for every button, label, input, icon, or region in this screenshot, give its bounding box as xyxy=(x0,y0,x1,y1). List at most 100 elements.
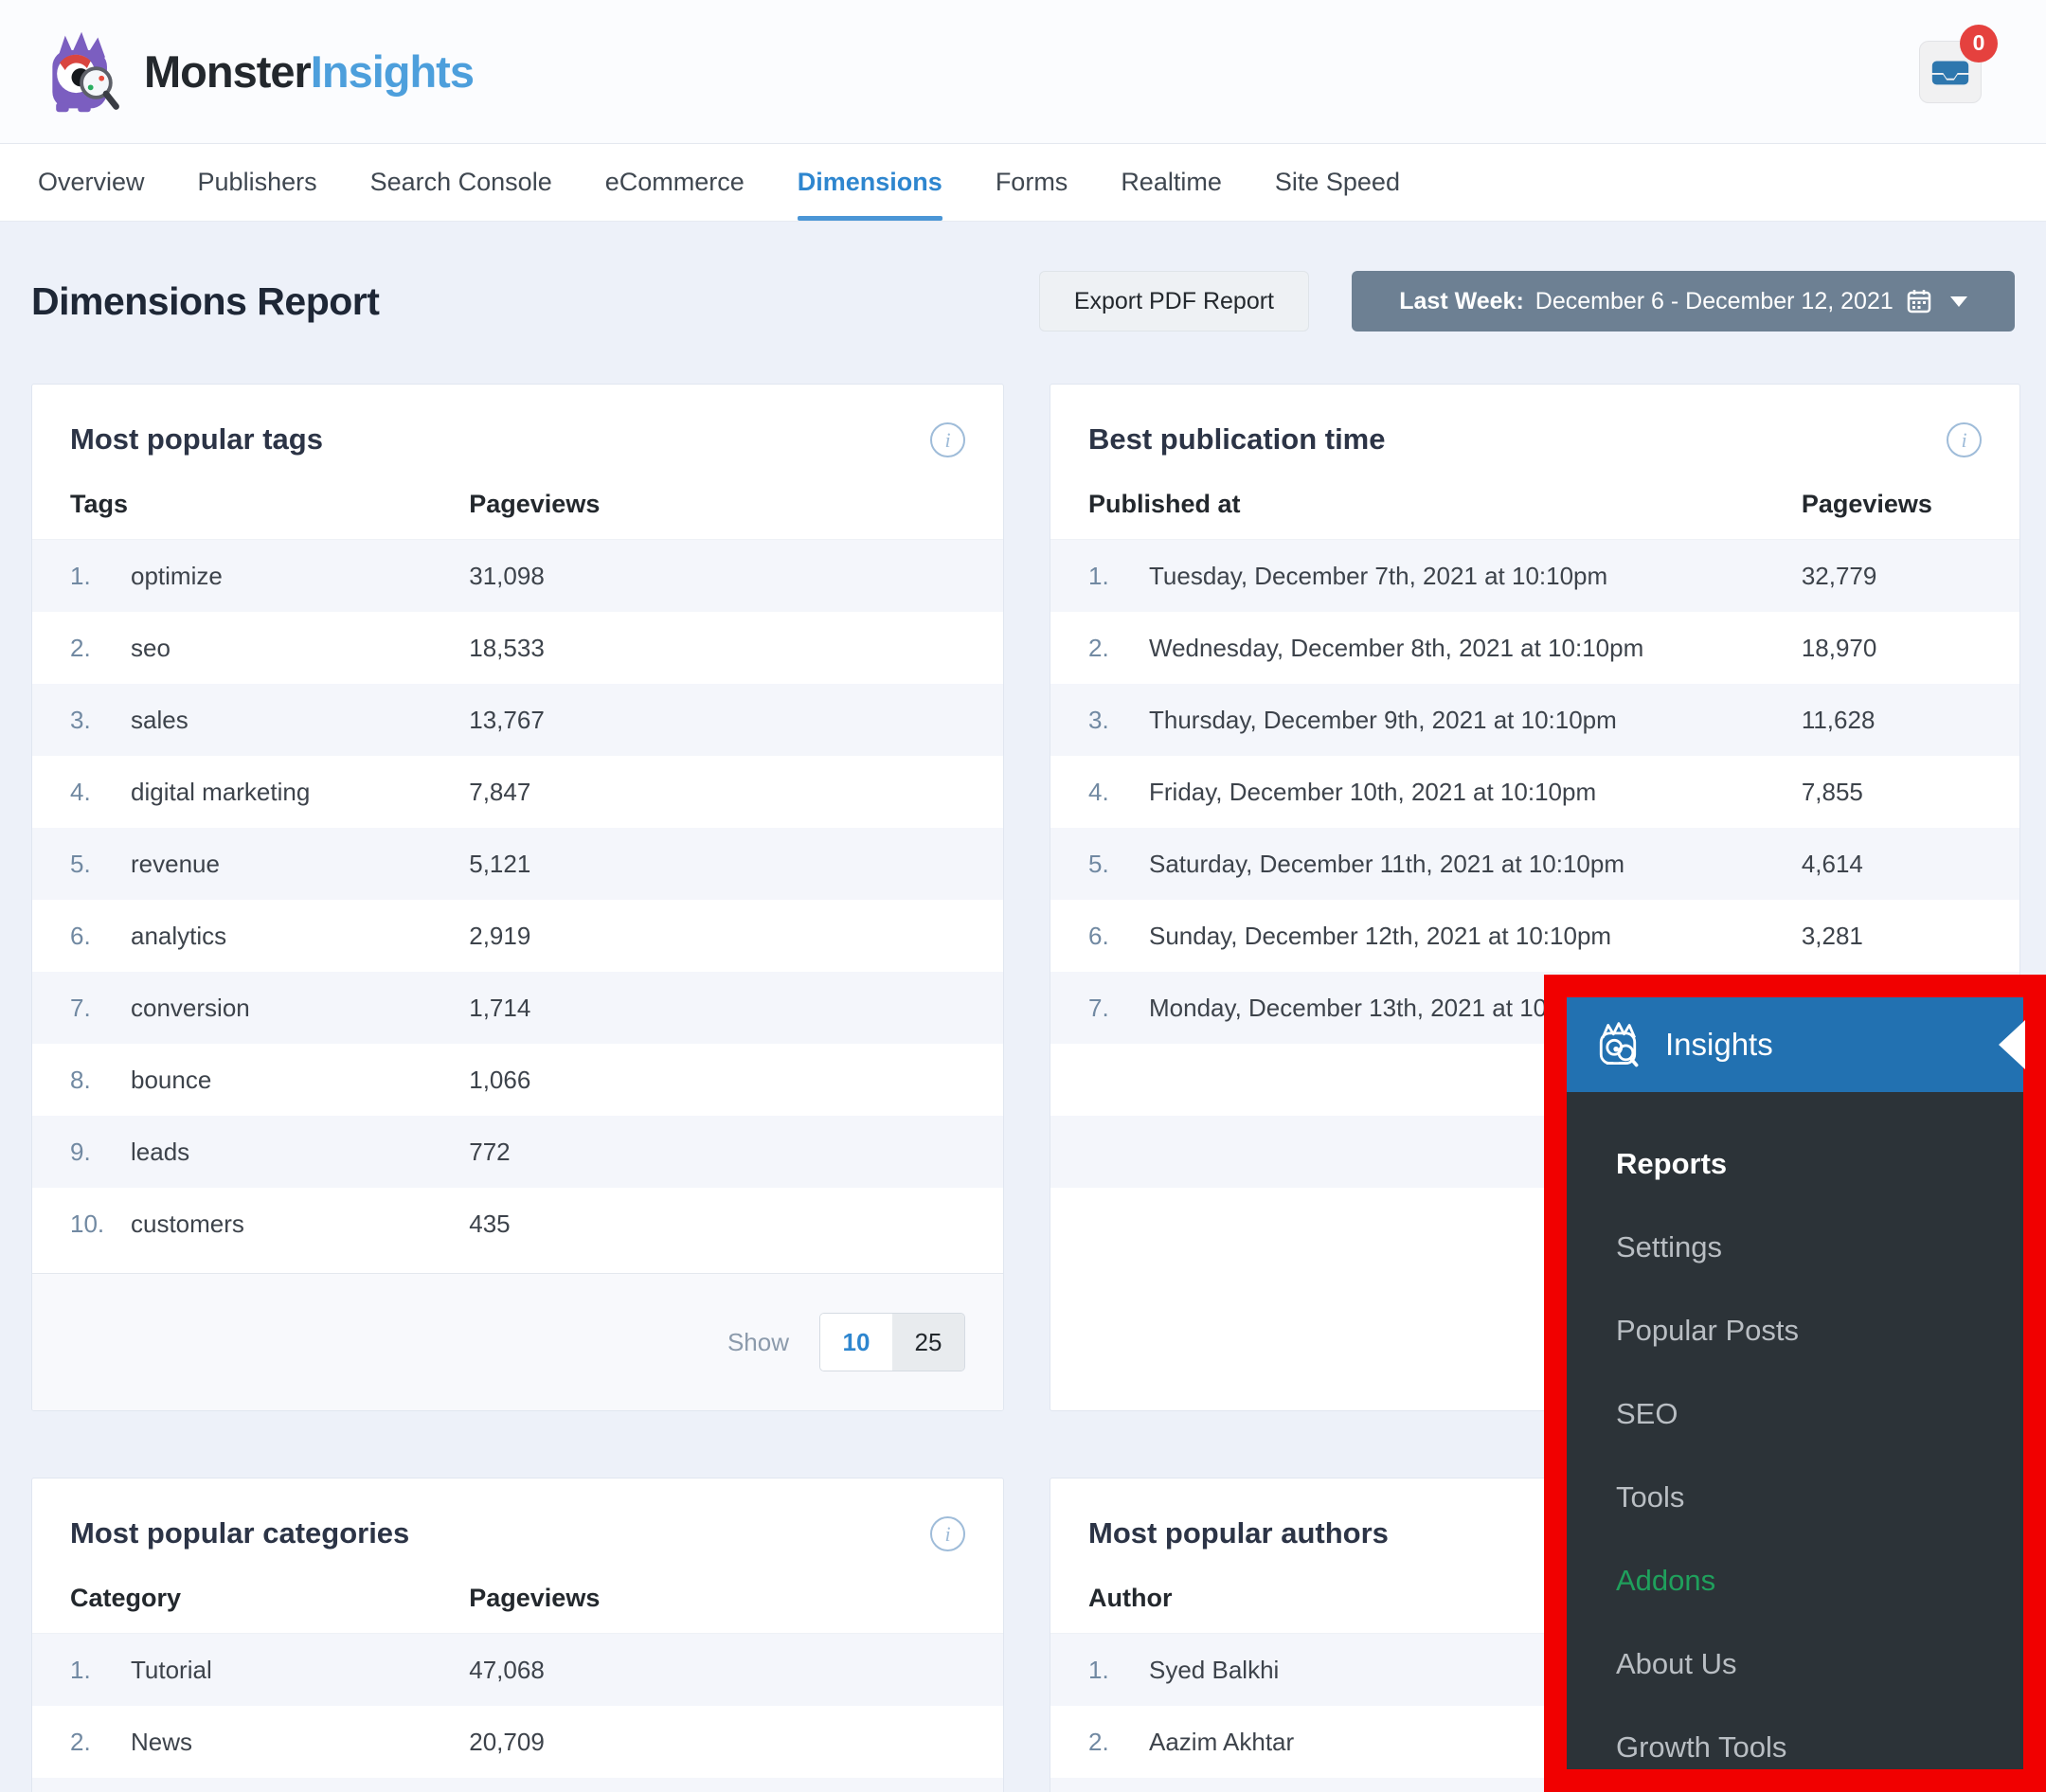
insights-menu-logo-icon xyxy=(1591,1018,1644,1071)
table-row: 6.analytics 2,919 xyxy=(32,900,1003,972)
row-rank: 10. xyxy=(70,1210,131,1239)
brand-logo: MonsterInsights xyxy=(38,27,474,117)
row-rank: 6. xyxy=(70,922,131,951)
menu-item-reports[interactable]: Reports xyxy=(1616,1147,2023,1230)
row-value: 2,919 xyxy=(469,922,530,951)
row-value: 7,855 xyxy=(1802,778,1863,807)
card-title: Most popular tags xyxy=(70,422,323,457)
tab-ecommerce[interactable]: eCommerce xyxy=(605,144,745,221)
tab-realtime[interactable]: Realtime xyxy=(1121,144,1222,221)
table-row: 2.seo18,533 xyxy=(32,612,1003,684)
menu-item-tools[interactable]: Tools xyxy=(1616,1480,2023,1564)
table-row: 2.Wednesday, December 8th, 2021 at 10:10… xyxy=(1050,612,2019,684)
row-rank: 5. xyxy=(1088,850,1149,879)
row-value: 18,970 xyxy=(1802,634,1877,663)
tab-forms[interactable]: Forms xyxy=(996,144,1068,221)
tab-overview[interactable]: Overview xyxy=(38,144,145,221)
table-row: 3.Thursday, December 9th, 2021 at 10:10p… xyxy=(1050,684,2019,756)
table-row: 5.Saturday, December 11th, 2021 at 10:10… xyxy=(1050,828,2019,900)
table-header: Category Pageviews xyxy=(32,1563,1003,1634)
card-most-popular-categories: Most popular categories i Category Pagev… xyxy=(31,1478,1004,1792)
caret-down-icon xyxy=(1950,296,1967,307)
insights-menu-header[interactable]: Insights xyxy=(1567,997,2023,1092)
row-label: analytics xyxy=(131,922,226,951)
page-size-25[interactable]: 25 xyxy=(892,1314,964,1371)
row-rank: 3. xyxy=(70,706,131,735)
insights-menu-title: Insights xyxy=(1665,1027,1773,1063)
app-header: MonsterInsights 0 xyxy=(0,0,2046,144)
show-label: Show xyxy=(727,1328,789,1357)
row-rank: 6. xyxy=(1088,922,1149,951)
row-value: 1,066 xyxy=(469,1066,530,1095)
row-label: Tuesday, December 7th, 2021 at 10:10pm xyxy=(1149,562,1607,591)
menu-item-about-us[interactable]: About Us xyxy=(1616,1647,2023,1730)
monster-logo-icon xyxy=(38,27,129,117)
column-pageviews: Pageviews xyxy=(469,1584,600,1613)
table-row: 4.digital marketing7,847 xyxy=(32,756,1003,828)
row-value: 5,121 xyxy=(469,850,530,879)
table-row: 3.Product Guide9,113 xyxy=(32,1778,1003,1792)
notifications-button[interactable]: 0 xyxy=(1919,41,1982,103)
info-icon[interactable]: i xyxy=(930,1516,965,1551)
brand-name: MonsterInsights xyxy=(144,45,474,98)
page-size-10[interactable]: 10 xyxy=(820,1314,892,1371)
row-rank: 1. xyxy=(1088,562,1149,591)
row-rank: 3. xyxy=(1088,706,1149,735)
column-author: Author xyxy=(1088,1584,1172,1613)
insights-submenu: Reports Settings Popular Posts SEO Tools… xyxy=(1567,1092,2023,1769)
card-title: Most popular categories xyxy=(70,1516,409,1550)
info-icon[interactable]: i xyxy=(930,422,965,457)
row-value: 1,714 xyxy=(469,994,530,1023)
table-row: 4.Friday, December 10th, 2021 at 10:10pm… xyxy=(1050,756,2019,828)
page-title: Dimensions Report xyxy=(31,279,379,324)
row-value: 20,709 xyxy=(469,1728,545,1757)
row-rank: 1. xyxy=(70,562,131,591)
row-value: 435 xyxy=(469,1210,510,1239)
date-range-picker[interactable]: Last Week: December 6 - December 12, 202… xyxy=(1352,271,2015,332)
column-published-at: Published at xyxy=(1088,490,1241,519)
menu-item-growth-tools[interactable]: Growth Tools xyxy=(1616,1730,2023,1792)
row-rank: 5. xyxy=(70,850,131,879)
toolbar: Dimensions Report Export PDF Report Last… xyxy=(31,271,2015,332)
table-row: 1.Tuesday, December 7th, 2021 at 10:10pm… xyxy=(1050,540,2019,612)
tab-search-console[interactable]: Search Console xyxy=(370,144,552,221)
table-row: 5.revenue 5,121 xyxy=(32,828,1003,900)
table-row: 3.sales13,767 xyxy=(32,684,1003,756)
row-label: leads xyxy=(131,1138,189,1167)
row-label: Aazim Akhtar xyxy=(1149,1728,1294,1757)
row-rank: 8. xyxy=(70,1066,131,1095)
row-value: 31,098 xyxy=(469,562,545,591)
menu-item-seo[interactable]: SEO xyxy=(1616,1397,2023,1480)
row-label: revenue xyxy=(131,850,220,879)
row-rank: 1. xyxy=(70,1656,131,1685)
row-value: 13,767 xyxy=(469,706,545,735)
tab-site-speed[interactable]: Site Speed xyxy=(1275,144,1400,221)
row-label: Thursday, December 9th, 2021 at 10:10pm xyxy=(1149,706,1617,735)
row-rank: 7. xyxy=(1088,994,1149,1023)
row-label: Wednesday, December 8th, 2021 at 10:10pm xyxy=(1149,634,1643,663)
row-label: Tutorial xyxy=(131,1656,212,1685)
row-rank: 2. xyxy=(1088,1728,1149,1757)
export-pdf-button[interactable]: Export PDF Report xyxy=(1039,271,1309,332)
row-value: 18,533 xyxy=(469,634,545,663)
column-tags: Tags xyxy=(70,490,128,519)
calendar-icon xyxy=(1905,287,1933,315)
row-label: conversion xyxy=(131,994,250,1023)
row-label: customers xyxy=(131,1210,244,1239)
row-label: News xyxy=(131,1728,192,1757)
tab-publishers[interactable]: Publishers xyxy=(198,144,317,221)
menu-item-settings[interactable]: Settings xyxy=(1616,1230,2023,1314)
row-value: 3,281 xyxy=(1802,922,1863,951)
row-label: Friday, December 10th, 2021 at 10:10pm xyxy=(1149,778,1596,807)
tab-dimensions[interactable]: Dimensions xyxy=(798,144,942,221)
table-row: 8.bounce1,066 xyxy=(32,1044,1003,1116)
page-size-control: 10 25 xyxy=(819,1313,965,1371)
menu-item-addons[interactable]: Addons xyxy=(1616,1564,2023,1647)
brand-insights: Insights xyxy=(311,46,474,97)
row-rank: 1. xyxy=(1088,1656,1149,1685)
row-value: 772 xyxy=(469,1138,510,1167)
card-title: Most popular authors xyxy=(1088,1516,1389,1550)
info-icon[interactable]: i xyxy=(1947,422,1982,457)
row-rank: 2. xyxy=(70,1728,131,1757)
menu-item-popular-posts[interactable]: Popular Posts xyxy=(1616,1314,2023,1397)
